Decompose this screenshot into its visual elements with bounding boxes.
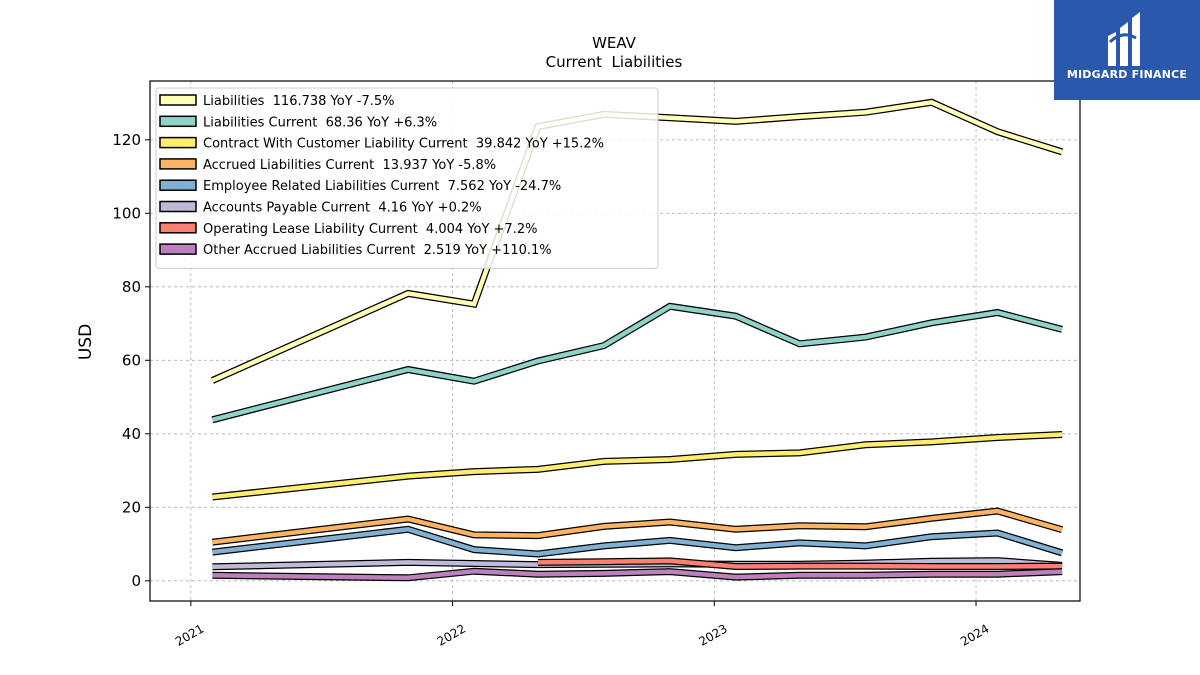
y-axis-label: USD [76,324,96,360]
legend-box [155,87,659,269]
legend-label: Liabilities 116.738 YoY -7.5% [203,94,395,109]
series-line [212,508,1063,545]
legend-label: Employee Related Liabilities Current 7.5… [203,179,561,194]
y-tick-label: 120 [112,131,141,149]
legend-label: Contract With Customer Liability Current… [203,137,604,152]
axes: 0 20 40 60 80 100 120 2021 2022 2023 2024 [112,131,991,649]
x-tick-label: 2023 [696,621,729,648]
series-line [212,527,1063,557]
chart-title: WEAV [592,34,637,52]
legend-swatch [159,179,197,191]
legend-label: Liabilities Current 68.36 YoY +6.3% [203,115,437,130]
series-lines [210,98,1064,582]
legend: Liabilities 116.738 YoY -7.5% Liabilities… [155,87,659,269]
legend-label: Accounts Payable Current 4.16 YoY +0.2% [203,201,482,216]
legend-swatch [159,115,197,128]
midgard-m-logo-icon [1108,12,1140,66]
brand-name: MIDGARD FINANCE [1066,68,1188,81]
legend-swatch [159,158,197,170]
legend-swatch [159,222,197,234]
y-tick-label: 20 [122,498,141,516]
y-tick-label: 60 [122,351,141,369]
y-tick-label: 40 [122,425,141,443]
legend-swatch [159,200,197,213]
plot-frame [149,80,1081,602]
series-line [212,432,1063,500]
legend-label: Other Accrued Liabilities Current 2.519 … [203,243,552,258]
series-line [537,558,1063,569]
legend-swatch [159,243,197,255]
legend-swatch [159,136,197,149]
y-tick-label: 0 [131,572,141,590]
chart-subtitle: Current Liabilities [546,53,683,71]
legend-label: Operating Lease Liability Current 4.004 … [203,222,537,237]
y-tick-label: 80 [122,278,141,296]
y-tick-label: 100 [112,204,141,222]
brand-logo: MIDGARD FINANCE [1054,0,1200,100]
legend-swatch [159,94,197,106]
series-line [211,99,1063,383]
x-tick-label: 2024 [958,621,991,648]
series-line [212,568,1063,581]
x-tick-label: 2021 [173,621,206,648]
series-line [211,303,1063,422]
legend-label: Accrued Liabilities Current 13.937 YoY -… [203,158,496,173]
x-tick-label: 2022 [435,621,468,648]
